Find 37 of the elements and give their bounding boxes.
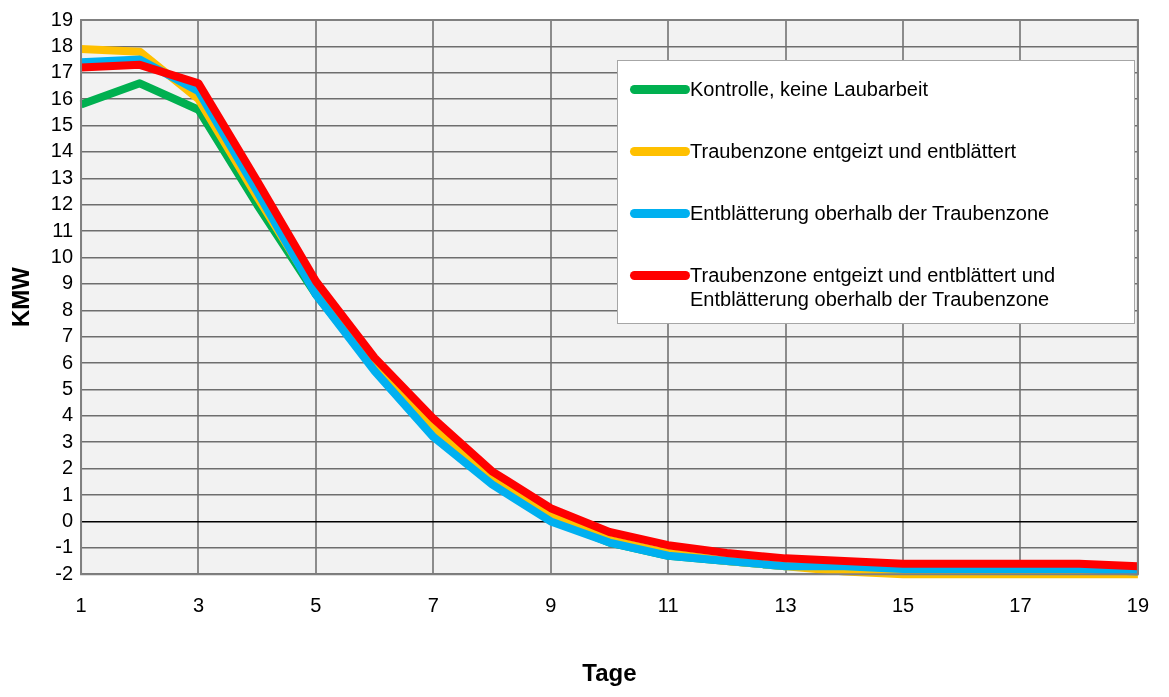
legend-label: Kontrolle, keine Laubarbeit: [690, 77, 928, 101]
x-tick-label: 19: [1126, 593, 1149, 616]
x-tick-label: 13: [774, 593, 797, 616]
y-tick-label: 3: [61, 429, 74, 452]
x-tick-label: 11: [657, 593, 679, 616]
y-tick-label: 6: [61, 350, 74, 373]
x-tick-label: 5: [310, 593, 322, 616]
y-tick-label: 0: [61, 508, 74, 531]
y-tick-label: -1: [55, 535, 74, 558]
y-tick-label: 16: [50, 86, 74, 109]
legend-label: Traubenzone entgeizt und entblättert: [690, 139, 1017, 163]
y-tick-label: 4: [61, 403, 74, 426]
x-tick-label: 7: [427, 593, 439, 616]
x-tick-label: 17: [1009, 593, 1032, 616]
y-tick-label: 19: [50, 7, 74, 30]
y-tick-label: 5: [61, 376, 74, 399]
y-tick-label: 9: [61, 271, 74, 294]
x-axis-title: Tage: [582, 659, 637, 687]
y-tick-label: 1: [61, 482, 74, 505]
y-tick-label: 10: [50, 245, 74, 268]
y-tick-label: -2: [55, 561, 74, 584]
y-tick-label: 11: [52, 218, 74, 241]
y-axis-title: KMW: [7, 266, 35, 328]
legend-label: Entblätterung oberhalb der Traubenzone: [690, 201, 1050, 225]
legend-label: Traubenzone entgeizt und entblättert und Entblätterung oberhalb der Traubenzone: [690, 263, 1057, 311]
y-tick-label: 12: [50, 192, 74, 215]
y-tick-label: 2: [61, 456, 74, 479]
y-tick-label: 17: [50, 60, 74, 83]
y-tick-label: 18: [50, 33, 74, 56]
y-tick-label: 15: [50, 113, 74, 136]
y-tick-label: 13: [50, 165, 74, 188]
x-tick-label: 9: [545, 593, 557, 616]
x-tick-label: 3: [192, 593, 205, 616]
y-tick-label: 8: [61, 297, 74, 320]
y-tick-label: 7: [61, 324, 74, 347]
y-tick-label: 14: [50, 139, 74, 162]
x-tick-label: 15: [891, 593, 915, 616]
